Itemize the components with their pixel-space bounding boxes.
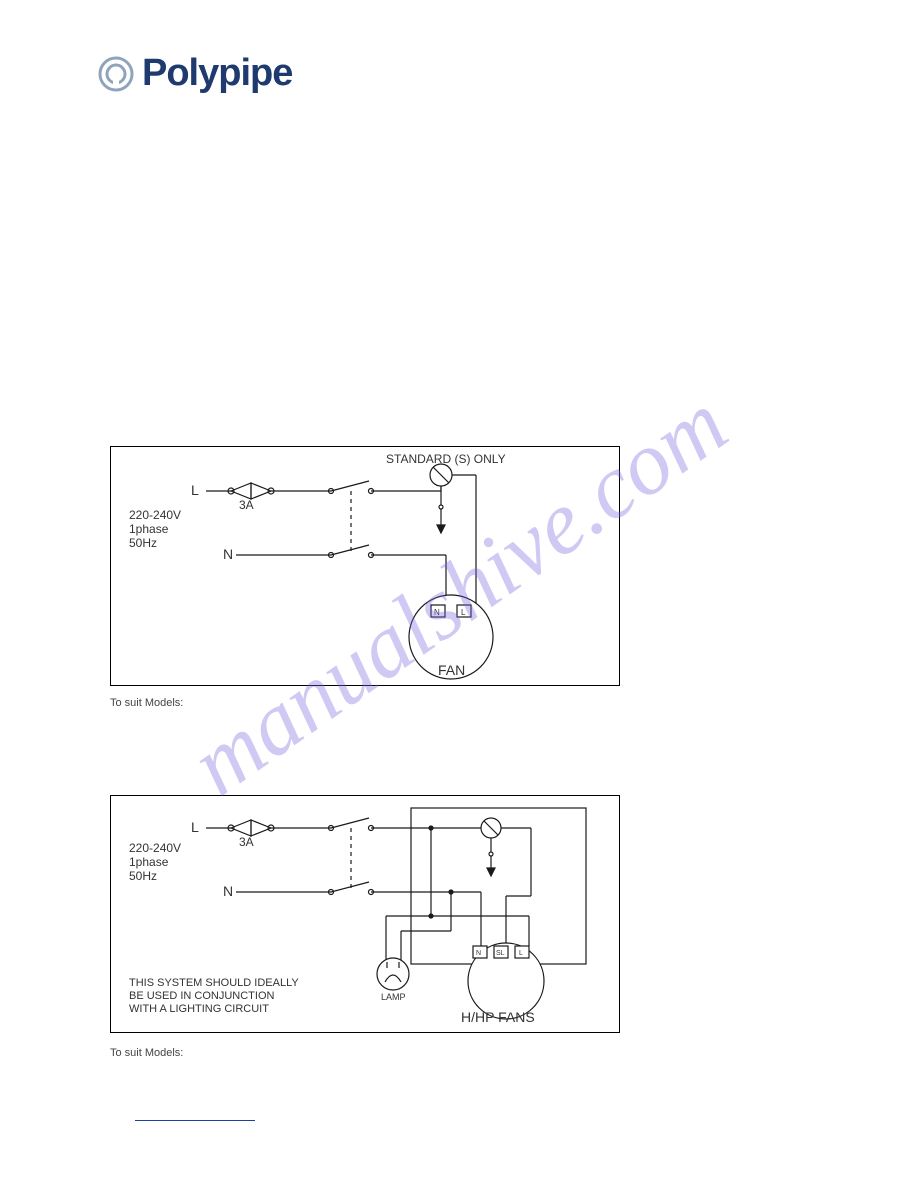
diagram1-fuse-label: 3A <box>239 498 254 512</box>
diagram1-device-label: FAN <box>438 662 465 678</box>
brand-logo: Polypipe <box>96 52 292 95</box>
diagram2-lamp-label: LAMP <box>381 992 406 1002</box>
diagram1-header: STANDARD (S) ONLY <box>386 452 506 466</box>
diagram2-term-N: N <box>476 950 481 957</box>
diagram2-caption: To suit Models: <box>110 1047 183 1059</box>
diagram2-device-label: H/HP FANS <box>461 1009 535 1025</box>
logo-mark-icon <box>96 54 136 94</box>
diagram2-term-SL: SL <box>496 950 505 957</box>
diagram1-svg: STANDARD (S) ONLY L N 3A 220-240V 1phase… <box>111 447 621 687</box>
diagram2-N-label: N <box>223 883 233 899</box>
diagram1-caption: To suit Models: <box>110 697 183 709</box>
diagram2-note3: WITH A LIGHTING CIRCUIT <box>129 1003 269 1015</box>
diagram1-supply3: 50Hz <box>129 536 157 550</box>
diagram1-term-N: N <box>434 608 440 617</box>
diagram2-L-label: L <box>191 819 199 835</box>
diagram2-note1: THIS SYSTEM SHOULD IDEALLY <box>129 977 299 989</box>
diagram2-term-L: L <box>519 950 523 957</box>
diagram2-fuse-label: 3A <box>239 835 254 849</box>
diagram1-L-label: L <box>191 482 199 498</box>
diagram2-supply3: 50Hz <box>129 869 157 883</box>
diagram2-supply1: 220-240V <box>129 841 181 855</box>
diagram1-supply1: 220-240V <box>129 508 181 522</box>
diagram1-term-L: L <box>461 608 466 617</box>
wiring-diagram-standard: STANDARD (S) ONLY L N 3A 220-240V 1phase… <box>110 446 620 686</box>
diagram1-N-label: N <box>223 546 233 562</box>
diagram2-svg: L N 3A 220-240V 1phase 50Hz LAMP H/HP FA… <box>111 796 621 1034</box>
wiring-diagram-hhp: L N 3A 220-240V 1phase 50Hz LAMP H/HP FA… <box>110 795 620 1033</box>
diagram2-supply2: 1phase <box>129 855 169 869</box>
diagram1-supply2: 1phase <box>129 522 169 536</box>
brand-name: Polypipe <box>142 52 292 95</box>
diagram2-note2: BE USED IN CONJUNCTION <box>129 990 275 1002</box>
link-underline <box>135 1120 255 1121</box>
